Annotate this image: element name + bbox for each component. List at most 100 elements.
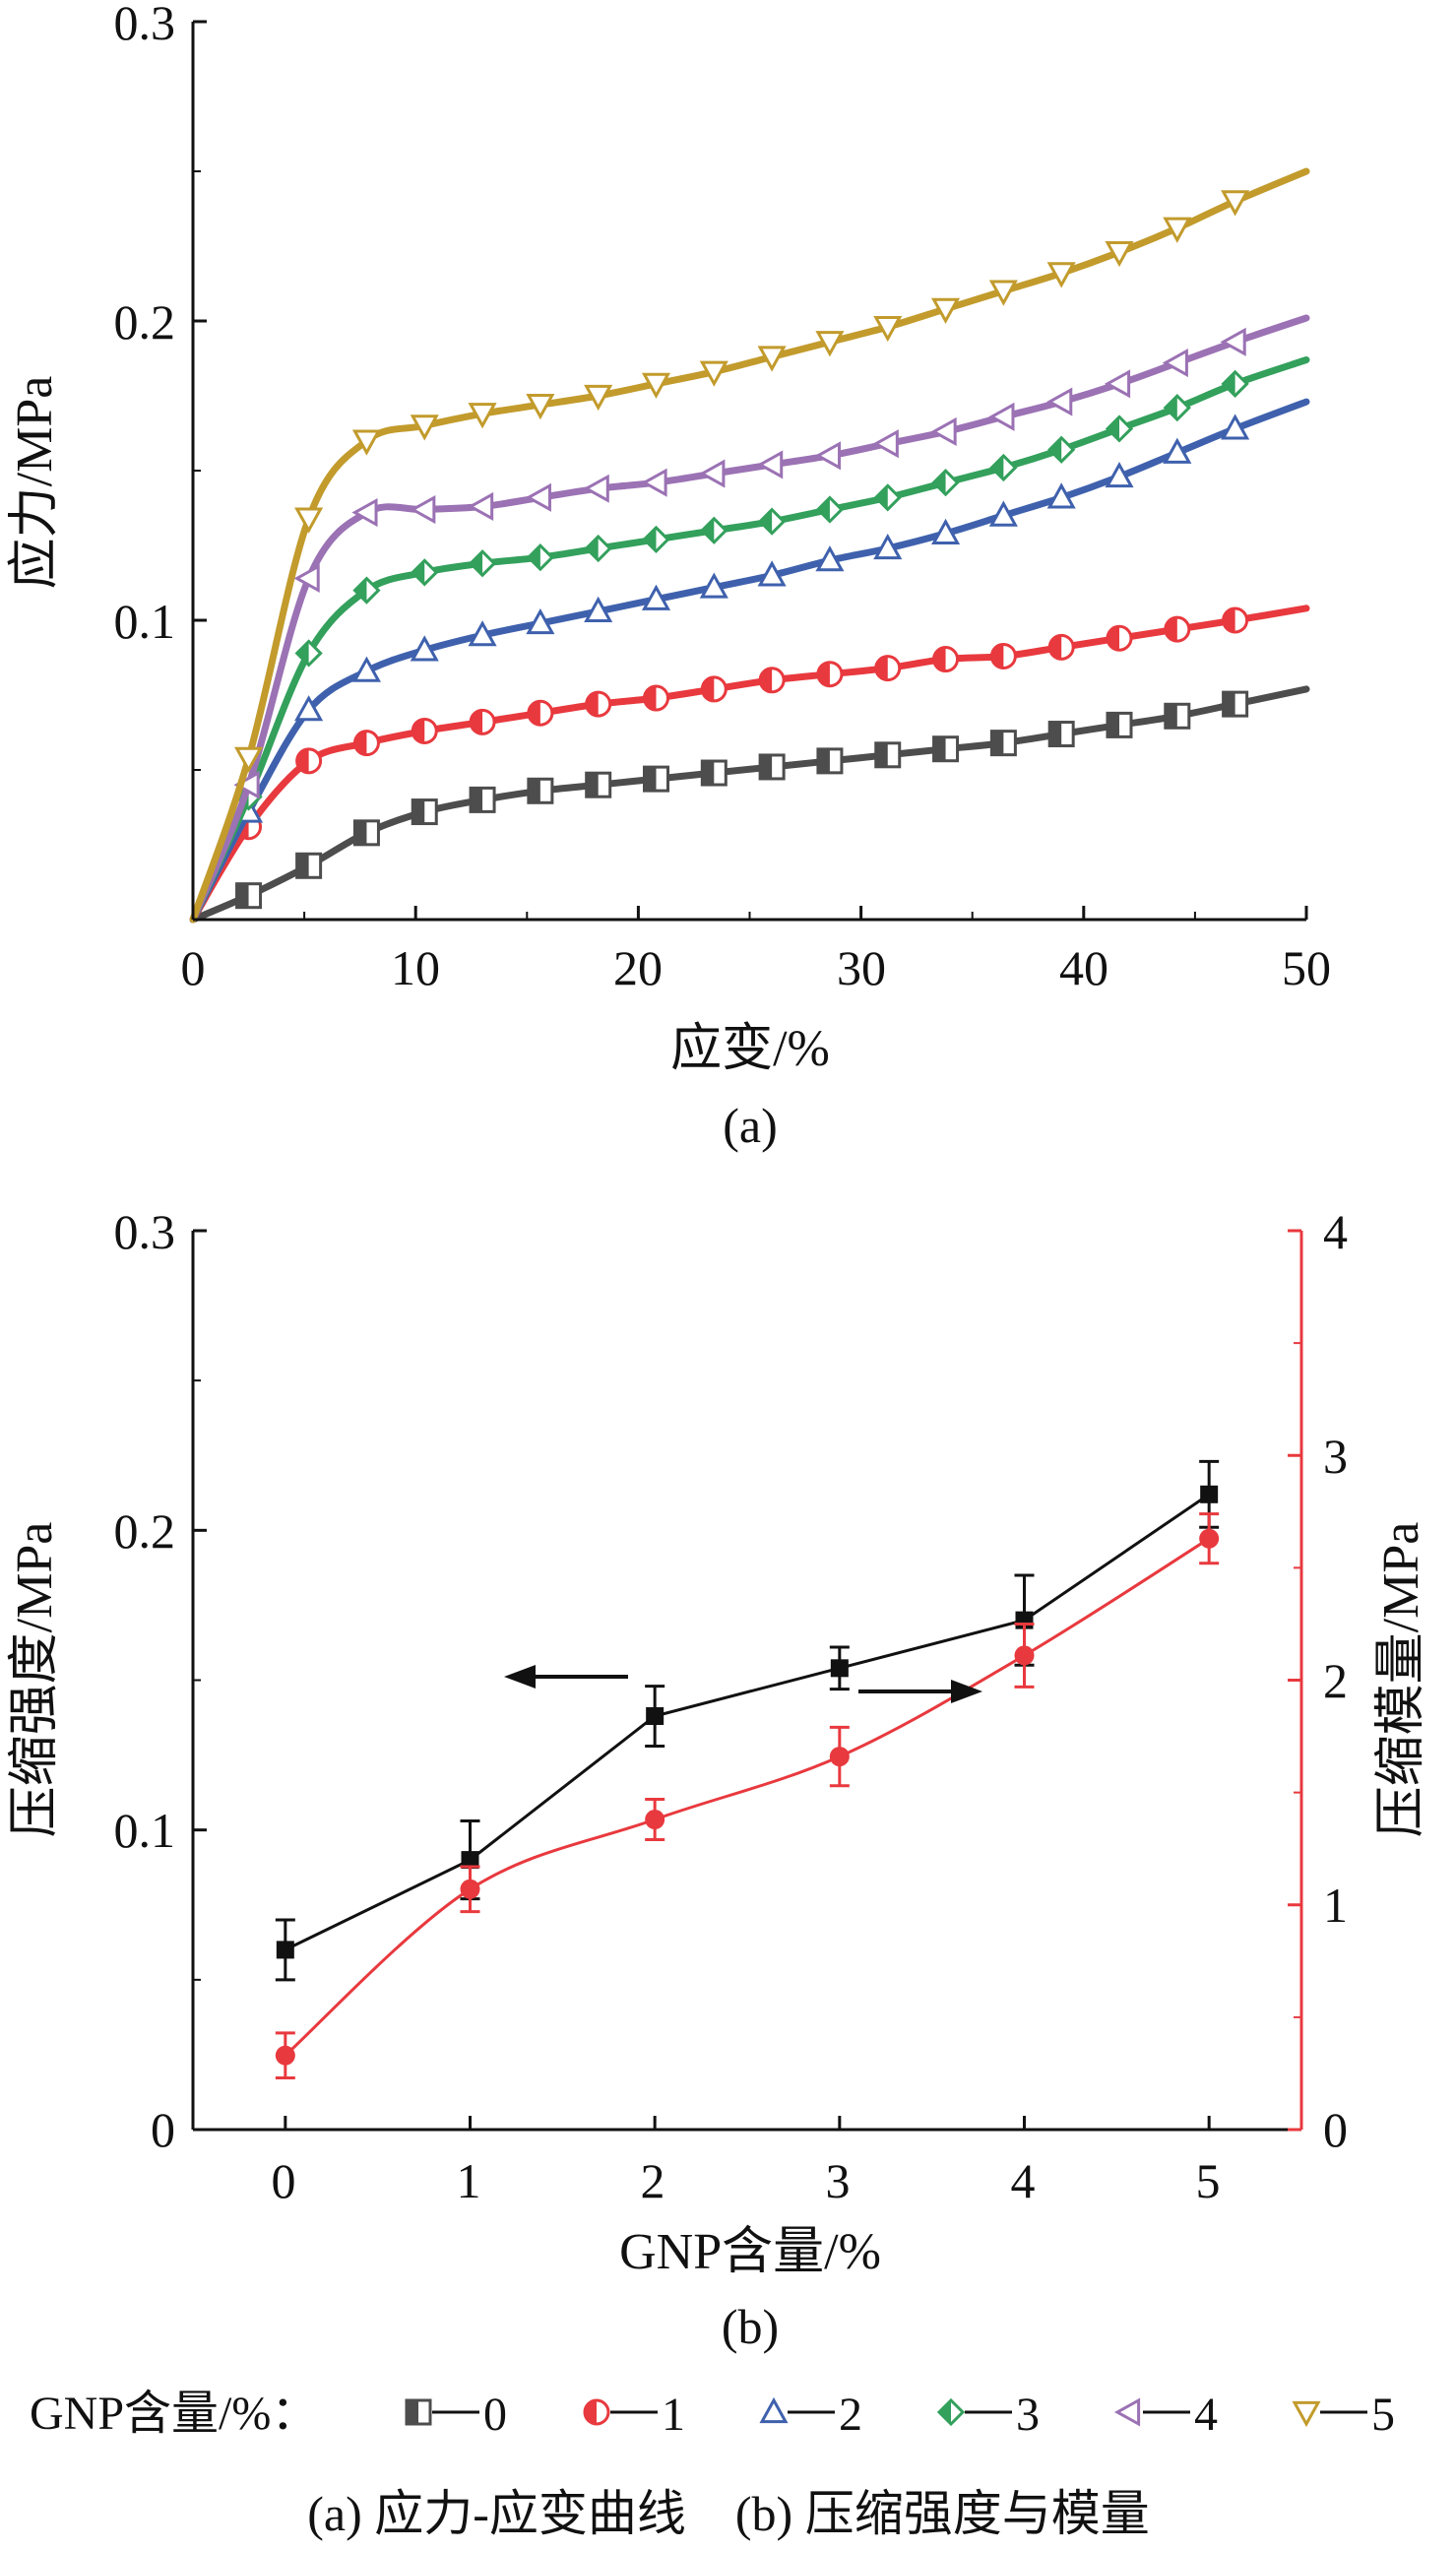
b-x-tick-label: 5 bbox=[1196, 2153, 1221, 2208]
legend-marker bbox=[583, 2398, 610, 2426]
data-point bbox=[460, 1879, 480, 1899]
stress-strain-plot-area bbox=[189, 167, 1310, 924]
data-point bbox=[295, 852, 323, 879]
data-point bbox=[468, 403, 497, 429]
data-point bbox=[410, 635, 439, 662]
b-x-tick-label: 1 bbox=[457, 2153, 481, 2208]
data-point bbox=[815, 331, 845, 357]
a-x-tick-label: 0 bbox=[181, 940, 206, 995]
data-point bbox=[276, 1941, 294, 1959]
data-point bbox=[1163, 217, 1192, 243]
b-y-tick-label: 0.3 bbox=[114, 1204, 176, 1259]
data-point bbox=[352, 730, 380, 757]
series-line-5 bbox=[189, 167, 1310, 924]
data-point bbox=[931, 297, 961, 324]
data-point bbox=[1014, 1645, 1035, 1666]
data-point bbox=[293, 563, 320, 593]
series-压缩强度 bbox=[275, 1459, 1220, 1982]
data-point bbox=[988, 280, 1018, 306]
a-y-tick-label: 0.3 bbox=[114, 0, 176, 50]
data-point bbox=[411, 798, 438, 826]
series-压缩模量 bbox=[275, 1512, 1220, 2080]
data-point bbox=[757, 346, 787, 372]
data-point bbox=[1200, 1485, 1219, 1503]
data-point bbox=[815, 495, 845, 524]
b-y2-tick-label: 3 bbox=[1323, 1429, 1348, 1484]
data-point bbox=[1163, 437, 1192, 464]
data-point bbox=[1221, 369, 1249, 398]
b-y-tick-label: 0 bbox=[151, 2102, 175, 2157]
data-point bbox=[1046, 262, 1076, 288]
data-point bbox=[700, 675, 728, 703]
data-point bbox=[645, 1810, 665, 1830]
data-point bbox=[1163, 394, 1191, 422]
series-4 bbox=[189, 314, 1310, 924]
data-point bbox=[410, 494, 436, 525]
data-point bbox=[411, 717, 438, 744]
b-y-tick-label: 0.1 bbox=[114, 1803, 176, 1858]
b-x-tick-label: 3 bbox=[826, 2153, 851, 2208]
data-point bbox=[584, 384, 613, 412]
data-point bbox=[700, 516, 728, 544]
series-line-0 bbox=[189, 685, 1310, 924]
a-x-tick-label: 50 bbox=[1282, 940, 1331, 995]
legend-entry: 1 bbox=[583, 2389, 685, 2441]
compression-plot-area bbox=[275, 1459, 1220, 2080]
data-point bbox=[699, 572, 728, 599]
series-5 bbox=[189, 167, 1310, 924]
data-point bbox=[930, 416, 957, 447]
legend-label: 5 bbox=[1371, 2389, 1395, 2441]
legend-label: 1 bbox=[662, 2389, 685, 2441]
legend-label: 2 bbox=[839, 2389, 862, 2441]
a-y-tick-label: 0.2 bbox=[114, 294, 176, 350]
series-1 bbox=[189, 605, 1310, 924]
b-panel-label: (b) bbox=[722, 2299, 779, 2354]
data-point bbox=[294, 639, 323, 668]
b-y2-tick-label: 2 bbox=[1323, 1653, 1348, 1708]
data-point bbox=[757, 507, 787, 536]
data-point bbox=[989, 453, 1018, 482]
b-x-axis-label: GNP含量/% bbox=[619, 2224, 881, 2280]
legend-entry: 5 bbox=[1292, 2389, 1395, 2441]
data-point bbox=[816, 747, 844, 775]
data-point bbox=[1046, 387, 1073, 416]
legend-marker bbox=[936, 2397, 966, 2427]
data-point bbox=[1221, 414, 1250, 440]
data-point bbox=[467, 491, 494, 522]
data-point bbox=[1047, 721, 1075, 748]
data-point bbox=[410, 414, 439, 441]
data-point bbox=[527, 699, 554, 727]
data-point bbox=[352, 819, 380, 847]
a-x-axis-label: 应变/% bbox=[670, 1021, 830, 1077]
data-point bbox=[526, 394, 555, 420]
data-point bbox=[757, 560, 787, 587]
data-point bbox=[988, 500, 1018, 527]
legend-label: 4 bbox=[1194, 2389, 1218, 2441]
a-x-tick-label: 10 bbox=[391, 940, 440, 995]
right-axis-arrow bbox=[858, 1680, 982, 1703]
data-point bbox=[1105, 461, 1134, 488]
data-point bbox=[1220, 327, 1246, 356]
data-point bbox=[931, 469, 960, 497]
a-x-tick-label: 20 bbox=[613, 940, 663, 995]
data-point bbox=[873, 483, 902, 512]
series-line bbox=[284, 1537, 1211, 2057]
series-line bbox=[285, 1493, 1211, 1951]
data-point bbox=[757, 450, 784, 479]
data-point bbox=[295, 747, 323, 775]
data-point bbox=[234, 746, 264, 773]
data-point bbox=[829, 1747, 850, 1767]
data-point bbox=[699, 459, 726, 488]
a-axis-ticks bbox=[191, 20, 1308, 920]
data-point bbox=[814, 441, 842, 471]
data-point bbox=[469, 786, 496, 813]
data-point bbox=[1047, 435, 1076, 464]
data-point bbox=[641, 468, 667, 497]
data-point bbox=[758, 753, 786, 781]
data-point bbox=[294, 507, 324, 534]
a-y-axis-label: 应力/MPa bbox=[7, 376, 63, 590]
data-point bbox=[584, 534, 612, 563]
data-point bbox=[525, 482, 551, 512]
data-point bbox=[700, 759, 728, 787]
